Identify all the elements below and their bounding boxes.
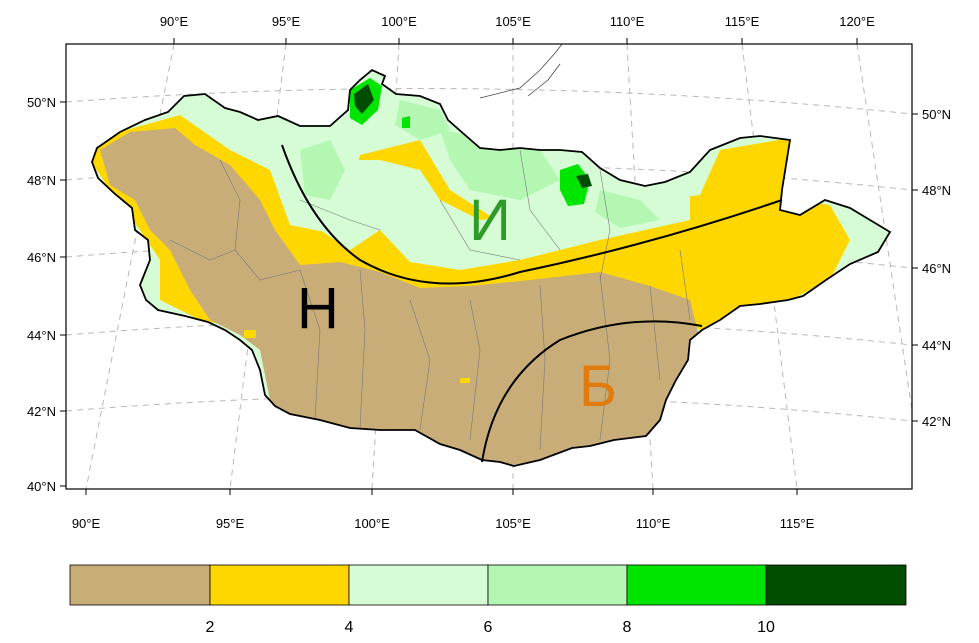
colorbar-tick-label: 10 <box>757 619 775 636</box>
left-lat-label: 44°N <box>27 328 56 343</box>
zone-label-central: Н <box>297 276 339 341</box>
left-lat-label: 46°N <box>27 250 56 265</box>
colorbar-bin <box>765 564 907 606</box>
top-lon-label: 105°E <box>495 14 531 29</box>
top-lon-label: 110°E <box>610 14 645 29</box>
top-lon-label: 115°E <box>725 14 760 29</box>
bottom-lon-label: 110°E <box>636 516 671 531</box>
right-lat-label: 42°N <box>922 414 951 429</box>
left-lat-label: 50°N <box>27 95 56 110</box>
bottom-lon-label: 90°E <box>72 516 101 531</box>
right-lat-label: 46°N <box>922 261 951 276</box>
top-lon-label: 120°E <box>839 14 875 29</box>
top-lon-label: 95°E <box>272 14 301 29</box>
frame-ticks <box>60 38 918 495</box>
zone-label-north: И <box>469 188 511 253</box>
colorbar: 2 4 6 8 10 <box>69 564 907 636</box>
bottom-lon-label: 100°E <box>354 516 390 531</box>
left-lat-label: 48°N <box>27 173 56 188</box>
colorbar-tick-label: 6 <box>484 619 493 636</box>
colorbar-tick-label: 4 <box>345 619 354 636</box>
map-border <box>65 43 913 490</box>
right-lat-label: 44°N <box>922 338 951 353</box>
colorbar-bin <box>348 564 489 606</box>
right-lat-label: 48°N <box>922 183 951 198</box>
zone-boundary-north <box>281 144 783 285</box>
province-boundaries <box>169 149 691 451</box>
colorbar-tick-label: 2 <box>206 619 215 636</box>
top-lon-label: 90°E <box>160 14 189 29</box>
neighbor-border <box>479 43 563 99</box>
colorbar-bin <box>209 564 350 606</box>
left-lat-label: 42°N <box>27 404 56 419</box>
zone-label-gobi: Б <box>579 354 617 419</box>
top-lon-label: 100°E <box>381 14 417 29</box>
colorbar-bin <box>626 564 767 606</box>
bottom-lon-label: 115°E <box>780 516 815 531</box>
zone-boundary-gobi <box>481 320 703 463</box>
bottom-lon-label: 105°E <box>495 516 531 531</box>
colorbar-bin <box>487 564 628 606</box>
right-lat-label: 50°N <box>922 107 951 122</box>
bottom-lon-label: 95°E <box>216 516 245 531</box>
country-outline <box>91 68 892 467</box>
colorbar-bin <box>69 564 211 606</box>
colorbar-tick-label: 8 <box>623 619 632 636</box>
left-lat-label: 40°N <box>27 479 56 494</box>
